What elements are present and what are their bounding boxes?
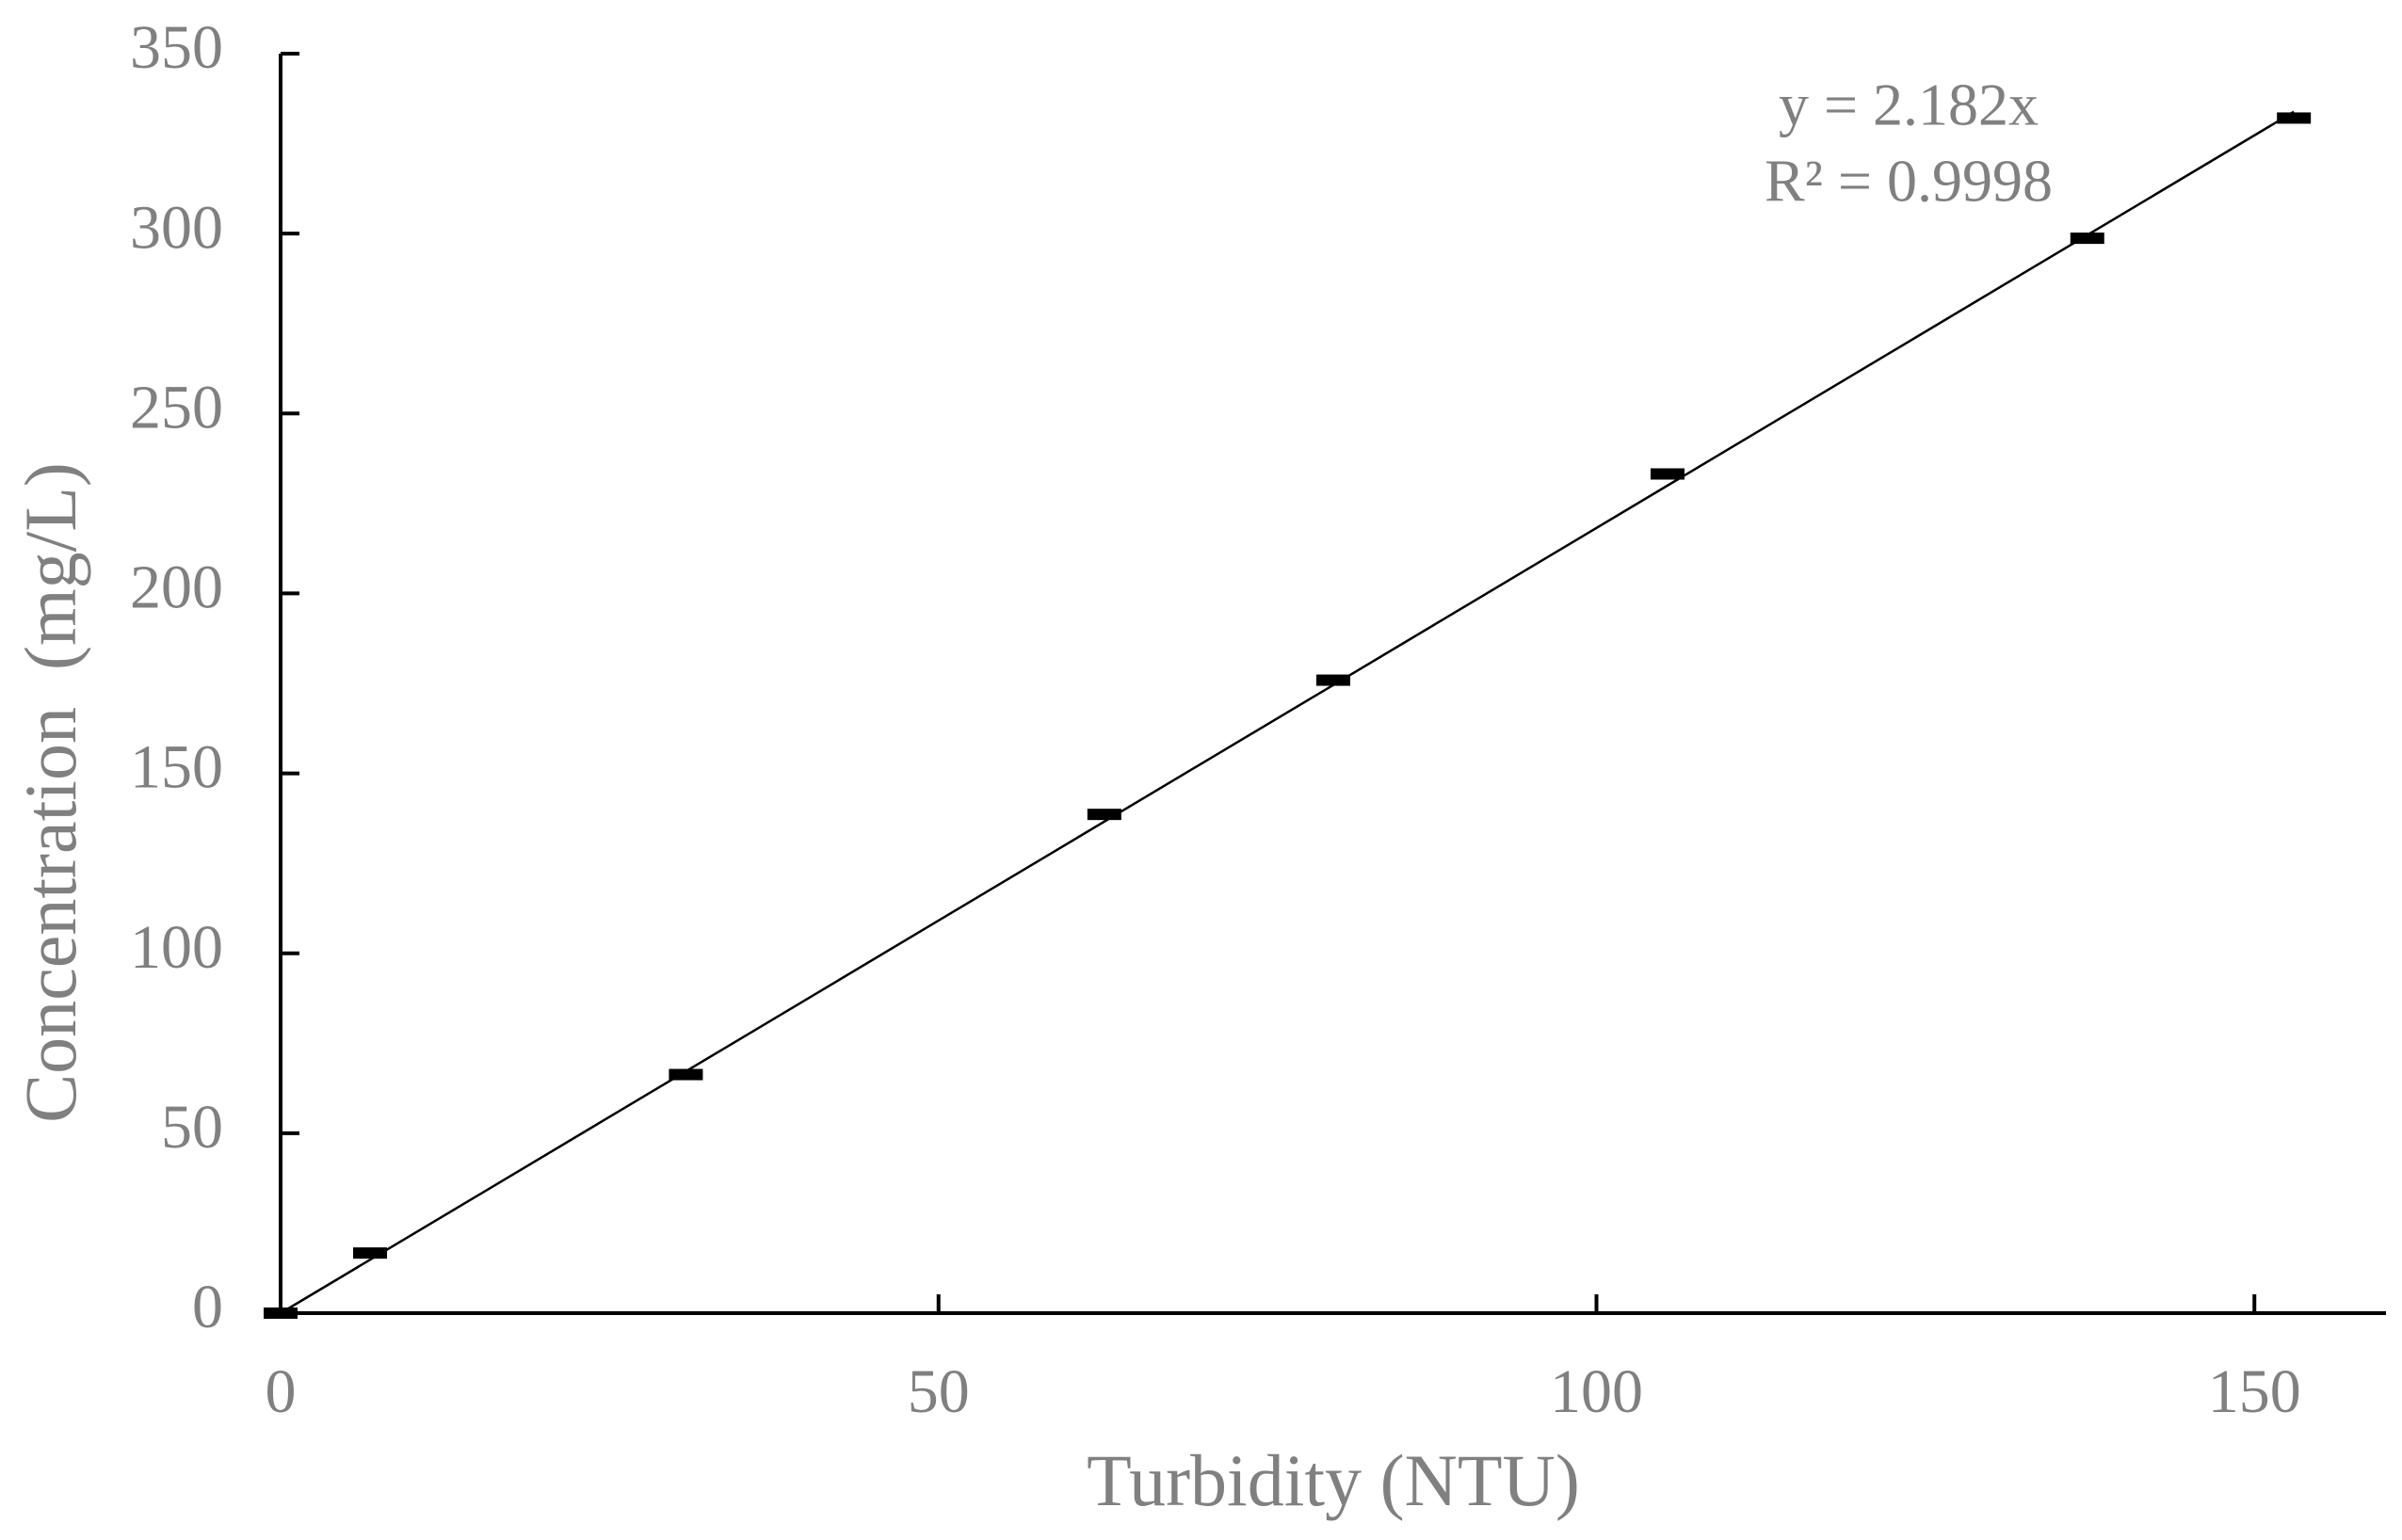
- x-tick-label: 0: [266, 1357, 297, 1426]
- y-tick-label: 150: [130, 733, 223, 802]
- point: [669, 1068, 703, 1081]
- point: [2070, 233, 2104, 245]
- y-tick-label: 350: [130, 13, 223, 82]
- point: [353, 1247, 388, 1259]
- x-tick-label: 50: [908, 1357, 970, 1426]
- point: [1316, 674, 1350, 686]
- y-tick-label: 200: [130, 553, 223, 622]
- x-tick-label: 100: [1550, 1357, 1643, 1426]
- equation: y = 2.182x: [1779, 72, 2039, 138]
- y-tick-label: 0: [192, 1273, 223, 1341]
- point: [264, 1307, 298, 1319]
- point: [1087, 809, 1121, 821]
- trendline: [280, 110, 2295, 1315]
- y-tick-label: 50: [161, 1093, 223, 1162]
- x-tick-label: 150: [2208, 1357, 2301, 1426]
- r-squared: R² = 0.9998: [1765, 148, 2053, 215]
- y-tick-label: 250: [130, 373, 223, 441]
- point: [1650, 468, 1685, 480]
- x-axis-title: Turbidity (NTU): [1087, 1439, 1580, 1521]
- point: [2277, 112, 2312, 124]
- y-tick-label: 300: [130, 193, 223, 262]
- y-tick-label: 100: [130, 913, 223, 982]
- y-axis-title: Concentration (mg/L): [9, 462, 91, 1123]
